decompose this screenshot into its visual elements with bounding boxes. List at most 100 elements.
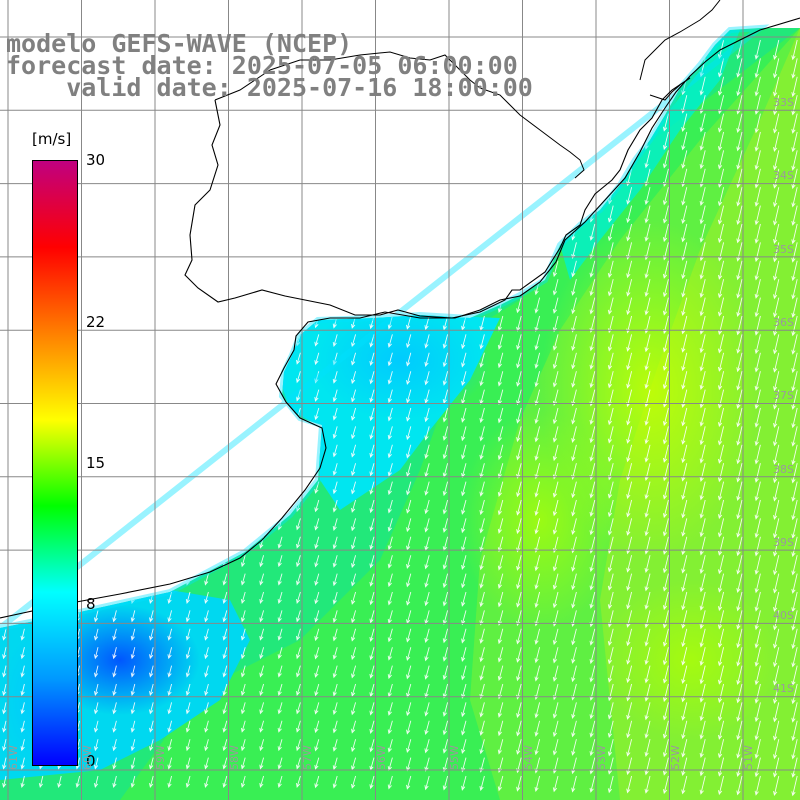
wind-arrow	[626, 647, 633, 665]
wind-arrow	[791, 242, 798, 263]
wind-arrow	[259, 518, 265, 531]
wind-arrow	[222, 720, 228, 733]
wind-arrow	[222, 757, 228, 770]
wind-arrow	[773, 76, 780, 97]
wind-arrow	[497, 702, 504, 718]
wind-arrow	[351, 665, 357, 679]
wind-arrow	[442, 352, 449, 368]
wind-arrow	[387, 371, 393, 385]
wind-arrow	[699, 334, 706, 354]
wind-arrow	[20, 536, 25, 549]
wind-arrow	[773, 389, 780, 410]
wind-arrow	[222, 739, 228, 752]
wind-arrow	[277, 463, 283, 476]
wind-arrow	[534, 315, 541, 333]
wind-arrow	[332, 205, 338, 219]
wind-arrow	[406, 647, 412, 661]
wind-arrow	[479, 720, 485, 736]
wind-arrow	[497, 518, 504, 534]
wind-arrow	[773, 168, 780, 189]
wind-arrow	[20, 297, 25, 310]
wind-arrow	[791, 131, 798, 153]
wind-arrow	[442, 647, 449, 662]
wind-arrow	[754, 665, 761, 686]
wind-arrow	[791, 481, 798, 502]
wind-arrow	[149, 352, 154, 365]
wind-arrow	[387, 702, 393, 716]
wind-arrow	[589, 260, 596, 278]
wind-arrow	[626, 407, 633, 426]
wind-arrow	[534, 444, 541, 461]
wind-arrow	[644, 297, 651, 316]
wind-arrow	[240, 739, 246, 752]
wind-arrow	[369, 389, 375, 403]
wind-arrow	[112, 389, 117, 402]
wind-arrow	[332, 555, 338, 568]
wind-arrow	[699, 665, 706, 685]
wind-arrow	[717, 555, 725, 575]
wind-arrow	[332, 389, 338, 403]
wind-arrow	[20, 720, 25, 733]
wind-arrow	[2, 297, 7, 310]
wind-arrow	[516, 463, 522, 479]
wind-arrow	[681, 775, 688, 795]
wind-arrow	[351, 334, 357, 348]
wind-arrow	[717, 683, 725, 704]
wind-arrow	[277, 113, 283, 126]
wind-arrow	[296, 352, 301, 365]
wind-arrow	[112, 187, 117, 200]
wind-arrow	[681, 279, 688, 298]
wind-arrow	[259, 665, 265, 678]
wind-arrow	[461, 518, 467, 534]
latitude-label: 33S	[773, 96, 794, 109]
wind-arrow	[387, 168, 393, 183]
wind-arrow	[644, 334, 651, 353]
wind-arrow	[112, 444, 117, 457]
wind-arrow	[2, 628, 7, 641]
wind-arrow	[204, 334, 209, 347]
wind-arrow	[644, 683, 651, 702]
wind-arrow	[149, 131, 154, 144]
wind-arrow	[406, 260, 412, 275]
wind-arrow	[754, 407, 761, 428]
wind-arrow	[406, 371, 412, 385]
wind-arrow	[773, 775, 780, 797]
wind-arrow	[681, 573, 688, 592]
wind-arrow	[516, 352, 522, 369]
wind-arrow	[699, 426, 706, 446]
wind-arrow	[351, 205, 357, 219]
wind-arrow	[461, 131, 467, 147]
wind-arrow	[112, 665, 117, 678]
wind-arrow	[149, 573, 154, 586]
wind-arrow	[240, 647, 246, 660]
wind-arrow	[351, 426, 357, 440]
wind-arrow	[534, 389, 541, 406]
wind-arrow	[773, 297, 780, 318]
wind-arrow	[424, 481, 430, 496]
wind-arrow	[589, 518, 596, 536]
wind-arrow	[534, 665, 541, 682]
wind-arrow	[167, 683, 173, 696]
wind-arrow	[662, 279, 669, 298]
wind-arrow	[185, 499, 191, 513]
wind-arrow	[185, 591, 191, 605]
wind-arrow	[699, 58, 706, 78]
wind-arrow	[130, 242, 136, 255]
wind-arrow	[754, 297, 761, 318]
wind-arrow	[699, 591, 706, 611]
wind-arrow	[387, 315, 393, 330]
wind-arrow	[699, 205, 706, 225]
wind-arrow	[754, 113, 761, 134]
wind-arrow	[571, 407, 577, 425]
wind-arrow	[20, 168, 25, 181]
wind-arrow	[626, 555, 633, 573]
wind-arrow	[516, 555, 522, 571]
wind-arrow	[626, 518, 633, 536]
wind-arrow	[332, 223, 338, 237]
wind-arrow	[149, 315, 154, 328]
wind-arrow	[406, 444, 412, 459]
wind-arrow	[791, 334, 798, 355]
wind-arrow	[406, 720, 412, 735]
wind-arrow	[607, 775, 614, 794]
